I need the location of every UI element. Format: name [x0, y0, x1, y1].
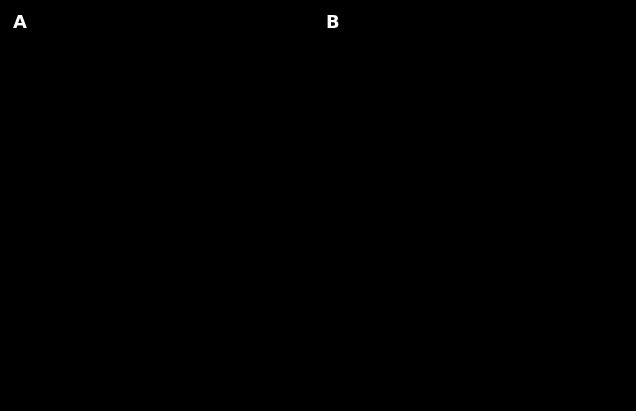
Text: B: B	[326, 14, 339, 32]
Text: A: A	[13, 14, 26, 32]
